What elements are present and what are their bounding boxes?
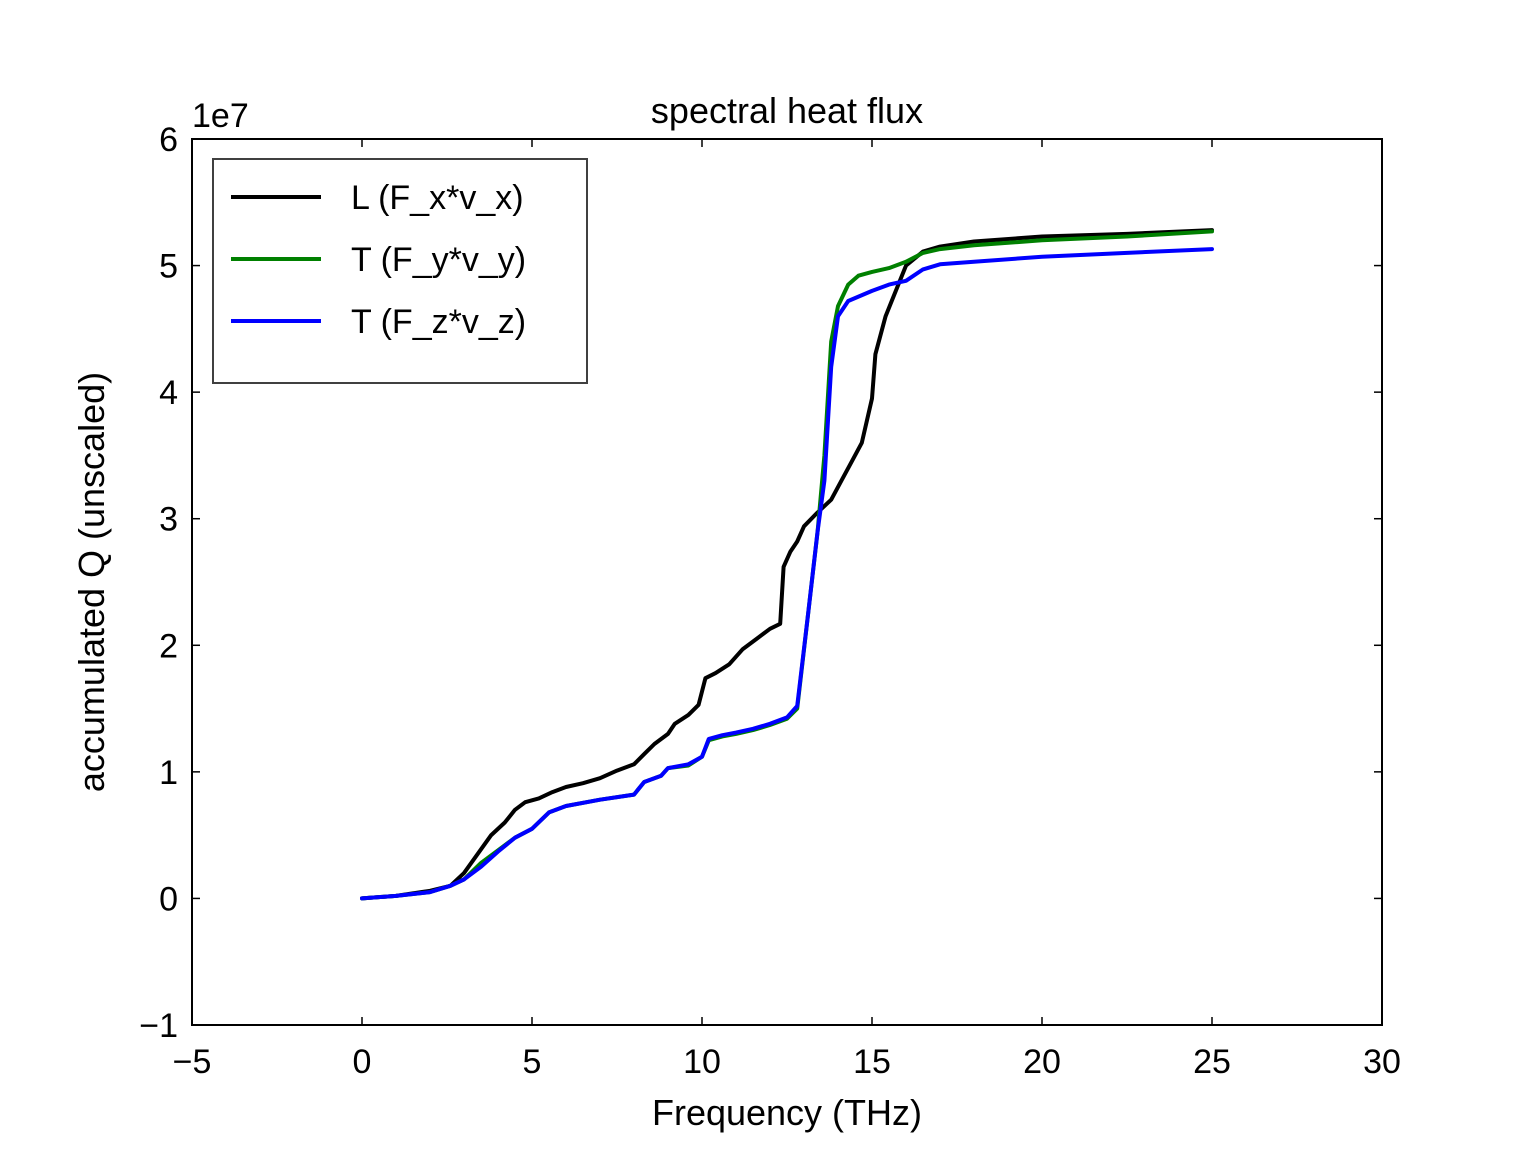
y-axis-offset-label: 1e7 [192,97,249,135]
x-tick-label: 5 [523,1043,542,1081]
x-tick-label: 25 [1193,1043,1231,1081]
series-line-1 [360,228,1214,901]
legend-label: T (F_y*v_y) [351,241,526,279]
chart-title: spectral heat flux [651,90,923,131]
x-tick-label: 30 [1363,1043,1401,1081]
plot-area-frame [191,138,1383,1026]
x-tick-label: 20 [1023,1043,1061,1081]
x-tick-label: 10 [683,1043,721,1081]
y-tick-label: 4 [159,374,178,412]
y-tick-label: 0 [159,880,178,918]
x-axis-label: Frequency (THz) [652,1092,922,1133]
legend-label: T (F_z*v_z) [351,303,526,341]
y-tick-label: 1 [159,754,178,792]
legend: L (F_x*v_x) T (F_y*v_y) T (F_z*v_z) [212,158,588,384]
y-axis-label: accumulated Q (unscaled) [71,372,112,792]
y-tick-label: −1 [139,1007,178,1045]
y-tick-label: 2 [159,627,178,665]
y-tick-label: 6 [159,121,178,159]
y-tick-label: 3 [159,501,178,539]
series-layer [360,228,1214,901]
series-line-3 [360,247,1214,901]
x-tick-label: 15 [853,1043,891,1081]
x-tick-label: −5 [173,1043,212,1081]
y-tick-label: 5 [159,248,178,286]
x-tick-label: 0 [353,1043,372,1081]
ticks-layer: −5 0 5 10 15 20 25 30 −1 0 1 2 3 4 5 6 [139,121,1401,1081]
legend-label: L (F_x*v_x) [351,179,524,217]
